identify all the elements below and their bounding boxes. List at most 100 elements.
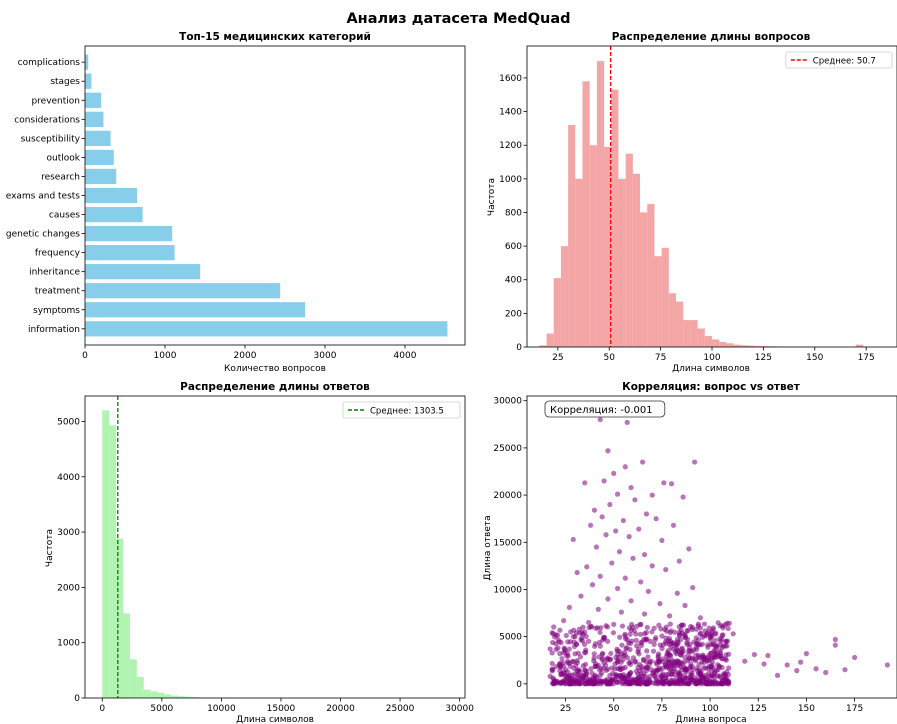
answer-hist-x-label: Длина символов: [236, 715, 314, 724]
scatter-point: [709, 673, 715, 679]
scatter-point: [643, 511, 650, 517]
category-y-tick-label: outlook: [47, 153, 81, 163]
scatter-point: [677, 652, 684, 658]
scatter-point: [692, 675, 698, 681]
scatter-point: [692, 459, 698, 465]
scatter-x-tick-label: 100: [701, 704, 718, 714]
scatter-point: [609, 560, 615, 566]
question-hist-bin: [625, 153, 633, 347]
scatter-point: [656, 622, 662, 628]
scatter-point: [622, 464, 628, 470]
scatter-point: [720, 625, 726, 631]
scatter-point: [622, 575, 628, 581]
scatter-point: [566, 646, 572, 652]
scatter-point: [730, 631, 736, 637]
scatter-point: [696, 667, 703, 673]
scatter-point: [568, 639, 574, 645]
question-hist-y-tick-label: 400: [505, 276, 522, 286]
category-x-tick-label: 3000: [314, 351, 337, 361]
scatter-point: [719, 678, 726, 684]
scatter-point: [710, 625, 717, 631]
scatter-point: [613, 672, 620, 678]
scatter-point: [832, 636, 838, 643]
scatter-point: [742, 658, 748, 664]
question-hist-bin: [560, 246, 569, 347]
scatter-point: [674, 590, 680, 596]
category-chart-x-label: Количество вопросов: [224, 364, 326, 374]
bar-causes: [85, 206, 143, 223]
scatter-point: [564, 673, 570, 679]
scatter-point: [641, 631, 648, 637]
scatter-title: Корреляция: вопрос vs ответ: [622, 381, 801, 393]
question-hist-bin: [568, 125, 576, 348]
scatter-point: [663, 567, 669, 573]
scatter-point: [566, 604, 572, 611]
question-hist-legend-label: Среднее: 50.7: [813, 57, 876, 67]
answer-hist-legend-label: Среднее: 1303.5: [370, 407, 444, 417]
bar-exams-and-tests: [85, 187, 137, 204]
scatter-point: [668, 628, 674, 634]
bar-research: [85, 168, 117, 185]
scatter-point: [614, 585, 621, 592]
scatter-point: [614, 491, 621, 497]
scatter-point: [574, 569, 580, 576]
scatter-point: [719, 632, 725, 639]
scatter-x-tick-label: 25: [560, 704, 571, 714]
scatter-point: [584, 564, 590, 570]
bar-outlook: [85, 149, 114, 166]
scatter-point: [585, 638, 592, 644]
scatter-point: [703, 681, 709, 687]
scatter-point: [580, 663, 586, 669]
answer-hist-y-tick-label: 3000: [57, 528, 80, 538]
question-hist-bin: [726, 343, 734, 347]
scatter-point: [580, 672, 586, 678]
scatter-point: [679, 645, 685, 651]
scatter-point: [724, 638, 731, 644]
scatter-point: [668, 640, 675, 646]
category-y-tick-label: susceptibility: [21, 134, 81, 144]
scatter-point: [711, 648, 717, 654]
question-hist-bin: [719, 341, 727, 347]
scatter-point: [686, 546, 692, 552]
scatter-point: [634, 643, 640, 649]
scatter-point: [566, 660, 572, 666]
scatter-point: [652, 667, 658, 674]
scatter-point: [639, 676, 646, 683]
scatter-point: [689, 670, 695, 676]
scatter-point: [803, 651, 810, 657]
scatter-point: [577, 681, 583, 687]
question-hist-y-label: Частота: [487, 178, 497, 216]
question-hist-bin: [647, 204, 655, 347]
scatter-point: [571, 627, 577, 633]
scatter-point: [586, 624, 592, 631]
scatter-point: [670, 522, 677, 528]
scatter-point: [667, 621, 673, 627]
scatter-point: [637, 631, 644, 637]
scatter-point: [623, 646, 629, 652]
scatter-point: [700, 653, 706, 659]
scatter-point: [669, 662, 676, 669]
scatter-point: [813, 666, 819, 672]
question-hist-x-tick-label: 50: [603, 353, 615, 363]
answer-hist-bin: [143, 689, 151, 698]
scatter-point: [559, 671, 565, 677]
scatter-point: [578, 593, 584, 599]
category-x-tick-label: 1000: [154, 351, 177, 361]
scatter-point: [653, 516, 659, 522]
category-y-tick-label: stages: [50, 77, 80, 87]
bar-symptoms: [85, 302, 305, 318]
question-hist-x-tick-label: 100: [703, 353, 720, 363]
scatter-point: [681, 659, 687, 665]
scatter-point: [587, 676, 593, 682]
scatter-point: [636, 651, 642, 657]
scatter-point: [611, 470, 617, 476]
scatter-point: [685, 681, 691, 687]
scatter-point: [633, 637, 639, 643]
scatter-point: [659, 656, 666, 662]
question-hist-bin: [589, 145, 597, 347]
scatter-point: [614, 659, 621, 666]
scatter-point: [774, 672, 781, 678]
scatter-point: [597, 573, 603, 579]
question-hist-bin: [618, 178, 626, 347]
scatter-point: [657, 601, 663, 607]
